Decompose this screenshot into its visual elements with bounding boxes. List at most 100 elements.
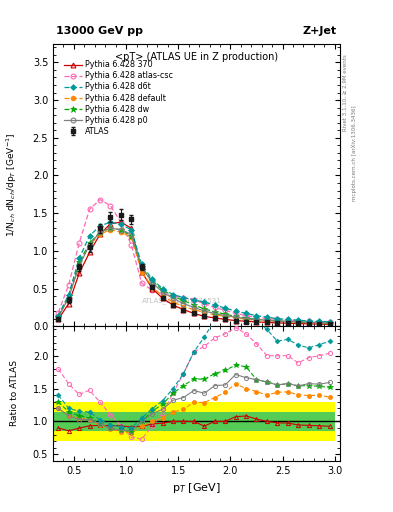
Pythia 6.428 dw (87, 240, 92, 246)
Line: Pythia 6.428 370: Pythia 6.428 370 (56, 220, 332, 327)
Text: <pT> (ATLAS UE in Z production): <pT> (ATLAS UE in Z production) (115, 52, 278, 62)
Pythia 6.428 d6t (233, 308, 238, 314)
Pythia 6.428 370 (202, 313, 207, 319)
Pythia 6.428 d6t (264, 314, 269, 320)
Bar (230, 402, 241, 441)
Pythia 6.428 p0 (150, 280, 154, 286)
Bar (262, 412, 272, 431)
Pythia 6.428 dw (140, 264, 144, 270)
Pythia 6.428 default (264, 318, 269, 324)
Bar (74, 402, 84, 441)
Pythia 6.428 370 (140, 269, 144, 275)
Bar (314, 402, 324, 441)
Pythia 6.428 dw (171, 293, 175, 299)
Pythia 6.428 p0 (264, 317, 269, 323)
Pythia 6.428 default (254, 317, 259, 323)
Pythia 6.428 d6t (140, 261, 144, 267)
Pythia 6.428 default (108, 227, 113, 233)
Bar (303, 412, 314, 431)
Bar (262, 402, 272, 441)
Pythia 6.428 370 (97, 231, 102, 237)
Pythia 6.428 dw (119, 227, 123, 233)
Pythia 6.428 atlas-csc (140, 280, 144, 286)
Pythia 6.428 atlas-csc (129, 242, 134, 248)
Pythia 6.428 atlas-csc (306, 318, 311, 325)
Pythia 6.428 atlas-csc (119, 219, 123, 225)
Pythia 6.428 p0 (181, 301, 186, 307)
Bar (199, 402, 209, 441)
Legend: Pythia 6.428 370, Pythia 6.428 atlas-csc, Pythia 6.428 d6t, Pythia 6.428 default: Pythia 6.428 370, Pythia 6.428 atlas-csc… (63, 59, 175, 137)
Pythia 6.428 default (160, 293, 165, 299)
Pythia 6.428 atlas-csc (244, 312, 248, 318)
Pythia 6.428 dw (160, 287, 165, 293)
Bar (84, 412, 95, 431)
Pythia 6.428 d6t (87, 232, 92, 239)
Bar (209, 402, 220, 441)
Y-axis label: 1/N$_{ch}$ dN$_{ch}$/dp$_T$ [GeV$^{-1}$]: 1/N$_{ch}$ dN$_{ch}$/dp$_T$ [GeV$^{-1}$] (4, 133, 18, 237)
Pythia 6.428 370 (233, 317, 238, 324)
Pythia 6.428 p0 (327, 320, 332, 326)
Pythia 6.428 atlas-csc (254, 314, 259, 320)
Bar (251, 402, 262, 441)
Bar (168, 412, 178, 431)
Pythia 6.428 atlas-csc (160, 291, 165, 297)
Pythia 6.428 p0 (275, 318, 280, 324)
Text: Rivet 3.1.10, ≥ 2.9M events: Rivet 3.1.10, ≥ 2.9M events (343, 54, 348, 131)
Pythia 6.428 default (140, 269, 144, 275)
Pythia 6.428 p0 (129, 231, 134, 237)
Pythia 6.428 default (327, 321, 332, 327)
Pythia 6.428 p0 (296, 319, 301, 325)
Pythia 6.428 370 (223, 316, 228, 323)
Pythia 6.428 atlas-csc (212, 304, 217, 310)
Pythia 6.428 370 (212, 315, 217, 321)
Pythia 6.428 370 (87, 249, 92, 255)
Pythia 6.428 dw (285, 318, 290, 325)
Pythia 6.428 default (233, 315, 238, 321)
Pythia 6.428 dw (150, 278, 154, 284)
Pythia 6.428 370 (285, 320, 290, 326)
Pythia 6.428 d6t (275, 315, 280, 322)
Pythia 6.428 atlas-csc (285, 317, 290, 323)
Bar (324, 412, 335, 431)
Pythia 6.428 370 (56, 316, 61, 323)
Pythia 6.428 p0 (223, 312, 228, 318)
Bar (157, 412, 168, 431)
Bar (116, 412, 126, 431)
Pythia 6.428 d6t (223, 305, 228, 311)
Line: Pythia 6.428 dw: Pythia 6.428 dw (55, 225, 332, 326)
Pythia 6.428 default (97, 231, 102, 237)
Pythia 6.428 dw (129, 232, 134, 239)
Pythia 6.428 d6t (150, 276, 154, 283)
Bar (283, 402, 293, 441)
Pythia 6.428 dw (275, 318, 280, 324)
Pythia 6.428 p0 (160, 289, 165, 295)
Line: Pythia 6.428 d6t: Pythia 6.428 d6t (56, 220, 332, 324)
Bar (283, 412, 293, 431)
Pythia 6.428 d6t (244, 310, 248, 316)
Bar (209, 412, 220, 431)
Pythia 6.428 d6t (191, 297, 196, 303)
Pythia 6.428 atlas-csc (317, 318, 321, 325)
Pythia 6.428 atlas-csc (171, 293, 175, 299)
Pythia 6.428 p0 (317, 319, 321, 326)
Bar (251, 412, 262, 431)
Pythia 6.428 d6t (171, 291, 175, 297)
Bar (220, 412, 230, 431)
Bar (105, 412, 116, 431)
Pythia 6.428 d6t (327, 318, 332, 325)
Bar (116, 402, 126, 441)
Line: Pythia 6.428 atlas-csc: Pythia 6.428 atlas-csc (56, 197, 332, 325)
Pythia 6.428 d6t (306, 318, 311, 324)
Pythia 6.428 dw (77, 259, 81, 265)
Bar (220, 402, 230, 441)
Pythia 6.428 atlas-csc (181, 294, 186, 301)
Pythia 6.428 p0 (97, 229, 102, 235)
Pythia 6.428 370 (275, 320, 280, 326)
Pythia 6.428 dw (233, 313, 238, 319)
Pythia 6.428 dw (244, 315, 248, 321)
Pythia 6.428 p0 (191, 304, 196, 310)
Pythia 6.428 dw (191, 302, 196, 308)
Pythia 6.428 dw (223, 311, 228, 317)
Bar (105, 402, 116, 441)
Pythia 6.428 default (66, 294, 71, 301)
